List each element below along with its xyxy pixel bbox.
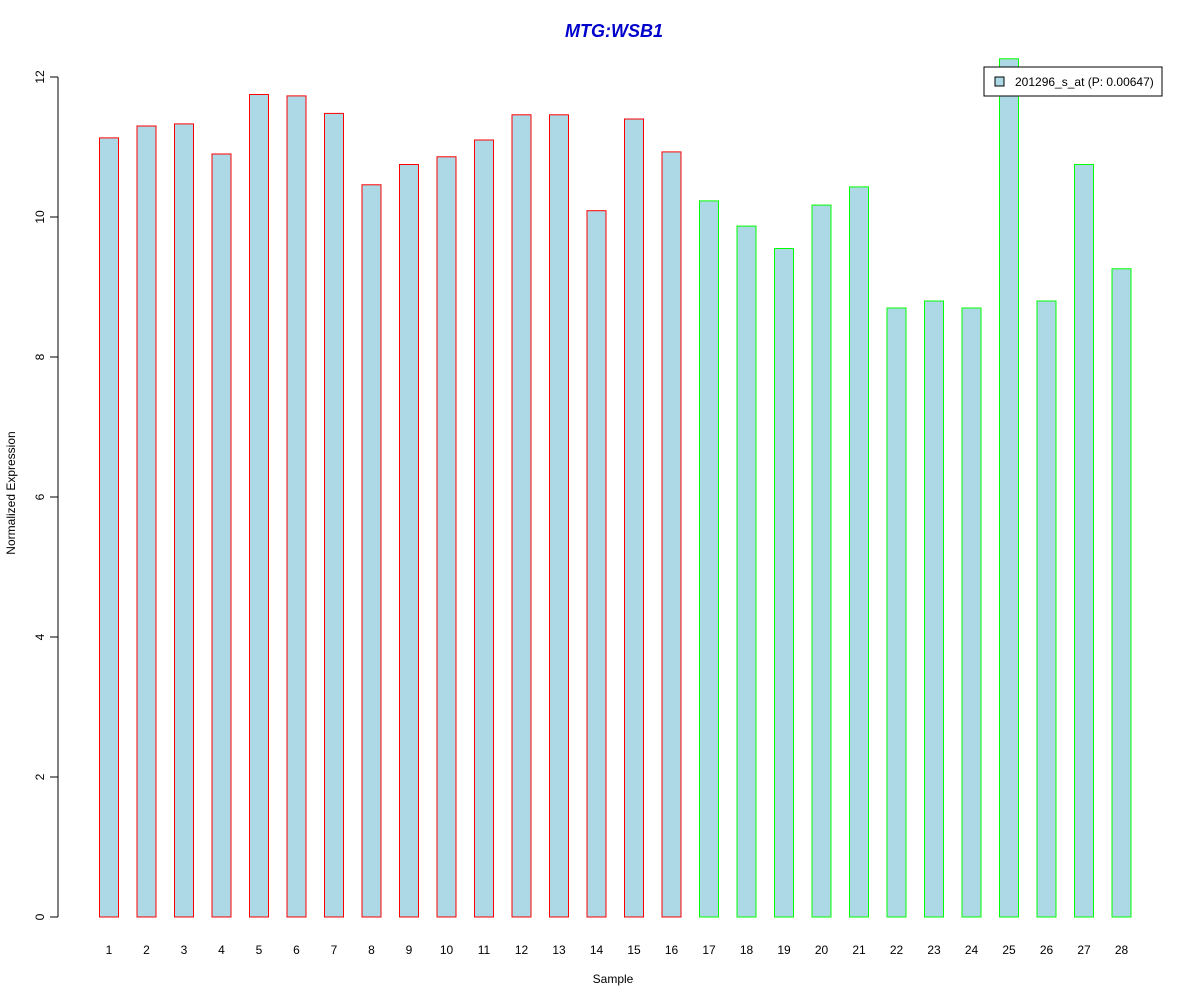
bar-sample-22 — [886, 307, 907, 918]
bar-sample-21 — [849, 186, 869, 918]
x-tick-label: 27 — [1077, 943, 1091, 957]
bar-sample-16 — [661, 151, 682, 918]
bar-sample-24 — [961, 307, 982, 918]
bar-sample-19 — [774, 248, 794, 918]
x-tick-label: 9 — [406, 943, 413, 957]
bar-sample-23 — [924, 300, 944, 918]
legend-swatch — [994, 76, 1005, 87]
bar-sample-8 — [361, 184, 382, 918]
y-tick-label: 4 — [33, 633, 47, 640]
y-tick-label: 8 — [33, 353, 47, 360]
x-tick-label: 18 — [740, 943, 754, 957]
legend: 201296_s_at (P: 0.00647) — [983, 66, 1163, 97]
x-tick-label: 15 — [627, 943, 641, 957]
bar-sample-17 — [699, 200, 719, 918]
x-tick-labels: 1 2 3 4 5 6 7 8 9 10 11 12 13 14 15 16 17 18 19 20 21 22 23 24 2… — [106, 943, 1129, 957]
x-tick-label: 28 — [1115, 943, 1129, 957]
bar-sample-27 — [1074, 164, 1094, 918]
legend-label: 201296_s_at (P: 0.00647) — [1015, 75, 1154, 89]
bar-sample-15 — [624, 118, 644, 918]
bar-sample-2 — [136, 125, 157, 918]
bar-sample-6 — [286, 95, 307, 918]
bar-sample-18 — [736, 225, 757, 918]
bar-sample-12 — [511, 114, 532, 918]
x-tick-label: 3 — [181, 943, 188, 957]
y-tick-label: 12 — [33, 70, 47, 84]
bar-sample-26 — [1036, 300, 1057, 918]
x-tick-label: 11 — [478, 943, 491, 957]
bar-sample-11 — [474, 139, 494, 918]
x-tick-label: 22 — [890, 943, 904, 957]
x-tick-label: 19 — [777, 943, 791, 957]
bar-sample-13 — [549, 114, 569, 918]
x-tick-label: 1 — [106, 943, 113, 957]
chart-title: MTG:WSB1 — [565, 21, 663, 41]
bar-sample-14 — [586, 210, 607, 918]
y-tick-label: 0 — [33, 913, 47, 920]
bar-sample-7 — [324, 112, 344, 918]
y-axis: 0 2 4 6 8 10 12 — [33, 70, 59, 920]
bar-sample-25 — [999, 58, 1019, 918]
x-tick-label: 2 — [143, 943, 150, 957]
bar-sample-1 — [99, 137, 119, 918]
bar-sample-5 — [249, 94, 269, 918]
bar-sample-3 — [174, 123, 194, 918]
x-tick-label: 14 — [590, 943, 604, 957]
x-tick-label: 5 — [256, 943, 263, 957]
x-tick-label: 12 — [515, 943, 529, 957]
bar-sample-28 — [1111, 268, 1132, 918]
x-tick-label: 4 — [218, 943, 225, 957]
bars-group — [99, 58, 1132, 918]
bar-sample-20 — [811, 204, 832, 918]
bar-sample-4 — [211, 153, 232, 918]
x-tick-label: 16 — [665, 943, 679, 957]
x-tick-label: 17 — [702, 943, 716, 957]
x-tick-label: 10 — [440, 943, 454, 957]
x-tick-label: 20 — [815, 943, 829, 957]
x-tick-label: 24 — [965, 943, 979, 957]
y-tick-label: 6 — [33, 493, 47, 500]
x-tick-label: 23 — [927, 943, 941, 957]
x-tick-label: 26 — [1040, 943, 1054, 957]
bar-sample-9 — [399, 164, 419, 918]
x-tick-label: 21 — [852, 943, 866, 957]
x-tick-label: 13 — [552, 943, 566, 957]
bar-sample-10 — [436, 156, 457, 918]
y-axis-label: Normalized Expression — [4, 431, 18, 554]
x-tick-label: 8 — [368, 943, 375, 957]
x-tick-label: 6 — [293, 943, 300, 957]
y-tick-label: 2 — [33, 773, 47, 780]
y-tick-label: 10 — [33, 210, 47, 224]
x-axis-label: Sample — [593, 972, 634, 986]
legend-box — [983, 66, 1163, 97]
x-tick-label: 7 — [331, 943, 338, 957]
x-tick-label: 25 — [1002, 943, 1016, 957]
